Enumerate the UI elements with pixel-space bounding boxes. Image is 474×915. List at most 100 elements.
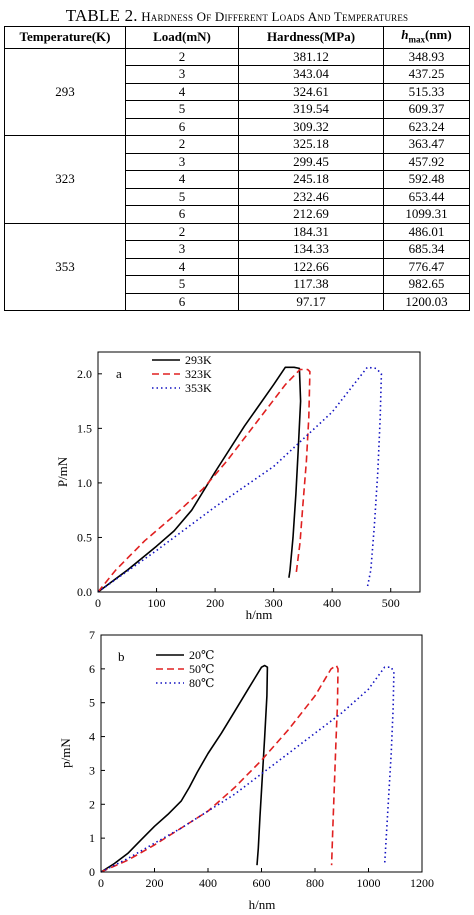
cell-hardness: 343.04 xyxy=(238,65,384,84)
cell-hmax: 515.33 xyxy=(383,82,470,102)
chart-b-ylabel: p/mN xyxy=(58,738,73,768)
table-caption: TABLE 2. Hardness Of Different Loads And… xyxy=(0,6,474,26)
table-row: 4 122.66 776.47 xyxy=(5,257,470,277)
chart-a-xtick-label: 200 xyxy=(206,596,224,610)
cell-hmax: 623.24 xyxy=(383,117,470,137)
table-header-row: Temperature(K) Load(mN) Hardness(MPa) hm… xyxy=(4,26,470,49)
table-row: 6 212.69 1099.31 xyxy=(5,205,470,224)
cell-hmax: 592.48 xyxy=(383,170,470,189)
cell-temperature: 293 xyxy=(4,47,126,137)
chart-b-ytick-label: 3 xyxy=(89,763,95,777)
chart-a: 0 100 200 300 400 500 0.0 0.5 1.0 1.5 2.0 a 293K32… xyxy=(55,351,421,622)
chart-a-xtick-label: 300 xyxy=(265,596,283,610)
chart-a-legend-box xyxy=(149,354,214,395)
cell-load: 2 xyxy=(125,47,239,67)
table-row: 4 245.18 592.48 xyxy=(5,170,470,189)
chart-a-ytick-label: 1.0 xyxy=(77,476,92,490)
cell-load: 3 xyxy=(125,152,239,172)
chart-b: 0 200 400 600 800 1000 1200 0 1 2 3 4 5 6 7 b 20℃50℃80… xyxy=(58,628,434,912)
chart-a-legend-label: 323K xyxy=(185,367,212,381)
header-hmax-subscript: max xyxy=(408,34,426,45)
chart-b-xtick-label: 200 xyxy=(146,876,164,890)
chart-b-xtick-label: 1200 xyxy=(410,876,434,890)
cell-hardness: 325.18 xyxy=(238,135,384,154)
cell-load: 4 xyxy=(125,170,239,189)
chart-b-panel-label: b xyxy=(118,649,125,664)
cell-hmax: 457.92 xyxy=(383,152,470,172)
chart-a-xtick-label: 0 xyxy=(95,596,101,610)
chart-b-legend: 20℃50℃80℃ xyxy=(156,648,214,690)
cell-hmax: 437.25 xyxy=(383,65,470,84)
chart-a-xlabel: h/nm xyxy=(246,607,273,622)
cell-hardness: 232.46 xyxy=(238,187,384,207)
table-row: 6 97.17 1200.03 xyxy=(5,292,470,312)
cell-hmax: 776.47 xyxy=(383,257,470,277)
table-row: 5 117.38 982.65 xyxy=(5,275,470,294)
cell-hardness: 299.45 xyxy=(238,152,384,172)
header-hmax-symbol: h xyxy=(401,27,409,42)
chart-b-xtick-label: 400 xyxy=(199,876,217,890)
chart-a-series-0 xyxy=(97,366,302,593)
chart-b-series-0 xyxy=(100,664,269,873)
cell-hardness: 117.38 xyxy=(238,275,384,294)
cell-hardness: 319.54 xyxy=(238,100,384,119)
chart-b-ytick-label: 2 xyxy=(89,797,95,811)
chart-b-legend-label: 80℃ xyxy=(189,676,214,690)
cell-hmax: 609.37 xyxy=(383,100,470,119)
cell-hmax: 685.34 xyxy=(383,240,470,259)
cell-hmax: 653.44 xyxy=(383,187,470,207)
cell-hardness: 309.32 xyxy=(238,117,384,137)
chart-b-series xyxy=(100,664,395,873)
cell-hardness: 324.61 xyxy=(238,82,384,102)
header-temperature: Temperature(K) xyxy=(4,26,126,49)
cell-hmax: 982.65 xyxy=(383,275,470,294)
chart-b-ticks: 0 200 400 600 800 1000 1200 0 1 2 3 4 5 6 7 xyxy=(89,628,434,890)
chart-b-series-1 xyxy=(100,664,339,873)
chart-a-series xyxy=(97,366,383,593)
table-row: 353 2 184.31 486.01 xyxy=(4,222,470,312)
cell-hmax: 348.93 xyxy=(383,47,470,67)
header-hardness: Hardness(MPa) xyxy=(238,26,384,49)
chart-b-ytick-label: 1 xyxy=(89,831,95,845)
chart-a-ytick-label: 0.0 xyxy=(77,585,92,599)
hardness-table: Temperature(K) Load(mN) Hardness(MPa) hm… xyxy=(4,26,470,312)
chart-a-ylabel: P/mN xyxy=(55,456,70,487)
cell-hardness: 184.31 xyxy=(238,222,384,242)
chart-b-plot-frame xyxy=(100,634,423,873)
cell-hardness: 134.33 xyxy=(238,240,384,259)
cell-hardness: 97.17 xyxy=(238,292,384,312)
table-body: 293 2 381.12 348.93 3 343.04 437.25 4 324.61 515.… xyxy=(4,47,470,312)
chart-b-ytick-label: 5 xyxy=(89,696,95,710)
cell-load: 4 xyxy=(125,257,239,277)
table-row: 3 343.04 437.25 xyxy=(5,65,470,84)
header-hmax-unit: (nm) xyxy=(425,27,452,42)
cell-load: 6 xyxy=(125,292,239,312)
chart-a-series-1 xyxy=(97,368,311,593)
header-load: Load(mN) xyxy=(125,26,239,49)
chart-a-ytick-label: 1.5 xyxy=(77,421,92,435)
cell-load: 5 xyxy=(125,275,239,294)
chart-a-series-2 xyxy=(97,366,383,593)
cell-temperature: 353 xyxy=(4,222,126,312)
cell-load: 4 xyxy=(125,82,239,102)
chart-a-panel-label: a xyxy=(116,366,122,381)
chart-a-plot-frame xyxy=(97,351,421,593)
chart-b-xtick-label: 0 xyxy=(98,876,104,890)
cell-hardness: 381.12 xyxy=(238,47,384,67)
table-row: 293 2 381.12 348.93 xyxy=(4,47,470,137)
chart-b-ytick-label: 7 xyxy=(89,628,95,642)
table-row: 3 299.45 457.92 xyxy=(5,152,470,172)
chart-a-xtick-label: 500 xyxy=(382,596,400,610)
cell-hmax: 363.47 xyxy=(383,135,470,154)
cell-load: 2 xyxy=(125,135,239,154)
chart-a-ytick-label: 0.5 xyxy=(77,530,92,544)
cell-load: 5 xyxy=(125,100,239,119)
cell-load: 6 xyxy=(125,205,239,224)
cell-load: 2 xyxy=(125,222,239,242)
cell-hardness: 245.18 xyxy=(238,170,384,189)
cell-hardness: 212.69 xyxy=(238,205,384,224)
cell-load: 3 xyxy=(125,65,239,84)
chart-a-ticks: 0 100 200 300 400 500 0.0 0.5 1.0 1.5 2.0 xyxy=(77,367,400,610)
chart-b-series-2 xyxy=(100,666,395,873)
